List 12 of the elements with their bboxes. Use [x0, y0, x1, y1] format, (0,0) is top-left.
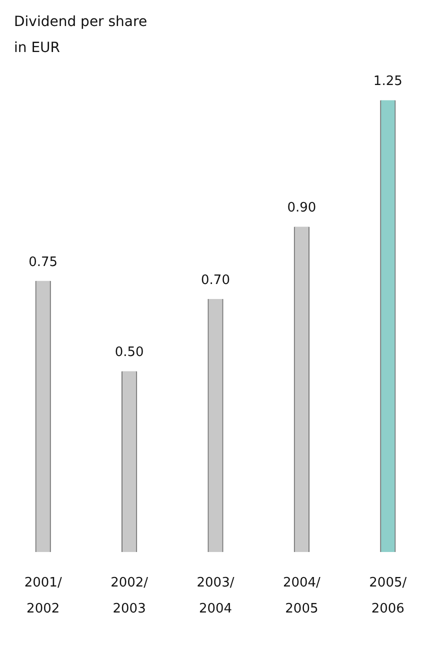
data-label: 0.75: [28, 254, 58, 270]
x-tick-label: 2005/2006: [369, 575, 408, 616]
chart-subtitle: in EUR: [14, 40, 60, 56]
x-tick-label: 2001/2002: [24, 575, 62, 616]
x-tick-label: 2003/2004: [196, 575, 235, 616]
data-label: 1.25: [373, 74, 402, 90]
data-label: 0.90: [287, 200, 316, 216]
x-tick-label: 2002/2003: [110, 575, 149, 616]
chart-title: Dividend per share: [14, 14, 148, 30]
data-label: 0.70: [201, 272, 230, 288]
x-tick-label: 2004/2005: [282, 575, 322, 616]
data-label: 0.50: [114, 345, 144, 360]
